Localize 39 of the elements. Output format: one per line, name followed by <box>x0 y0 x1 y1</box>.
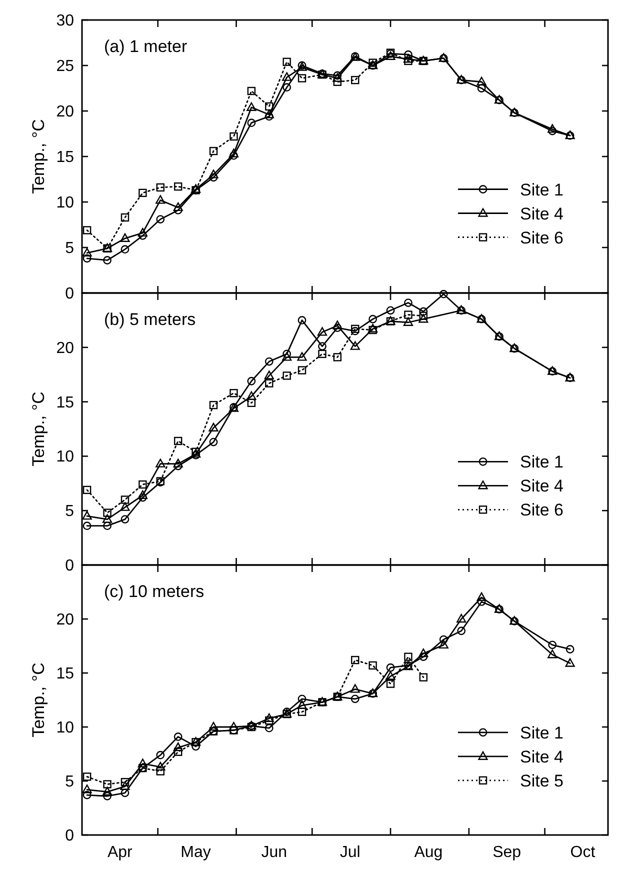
y-tick-label: 10 <box>56 448 74 466</box>
y-axis-title: Temp., °C <box>29 662 48 738</box>
y-tick-label: 0 <box>65 558 74 574</box>
y-tick-label: 20 <box>56 612 74 628</box>
y-tick-label: 5 <box>65 503 74 520</box>
x-tick-label: Apr <box>107 844 134 861</box>
y-tick-label: 20 <box>56 340 74 357</box>
y-tick-label: 15 <box>56 394 74 412</box>
x-tick-label: May <box>180 844 211 861</box>
text: (b) 5 meters <box>104 310 196 329</box>
y-tick-label: 0 <box>65 286 74 302</box>
y-tick-label: 5 <box>65 240 74 257</box>
y-axis-title: Temp., °C <box>29 392 48 466</box>
text: (c) 10 meters <box>104 582 204 601</box>
y-tick-label: 10 <box>56 194 74 212</box>
y-tick-label: 25 <box>56 58 74 75</box>
legend-label: Site 1 <box>520 180 564 200</box>
x-tick-label: Jul <box>340 844 360 861</box>
y-tick-label: 20 <box>56 104 74 120</box>
y-tick-label: 15 <box>56 149 74 166</box>
legend-label: Site 6 <box>520 500 564 520</box>
y-tick-label: 15 <box>56 666 74 682</box>
y-tick-label: 10 <box>56 720 74 736</box>
x-tick-label: Jun <box>261 844 288 861</box>
y-tick-label: 5 <box>65 774 74 790</box>
legend-label: Site 6 <box>520 228 564 248</box>
legend-label: Site 5 <box>520 771 564 790</box>
legend-label: Site 1 <box>520 723 564 742</box>
x-tick-label: Sep <box>492 844 522 861</box>
y-tick-label: 0 <box>65 828 74 844</box>
legend-label: Site 4 <box>520 747 564 766</box>
legend-label: Site 4 <box>520 204 564 224</box>
x-tick-label: Aug <box>414 844 443 861</box>
y-axis-title: Temp., °C <box>29 119 48 194</box>
x-tick-label: Oct <box>570 844 596 861</box>
text: (a) 1 meter <box>104 37 188 56</box>
legend-label: Site 4 <box>520 476 564 496</box>
y-tick-label: 30 <box>56 12 74 30</box>
legend-label: Site 1 <box>520 452 564 472</box>
